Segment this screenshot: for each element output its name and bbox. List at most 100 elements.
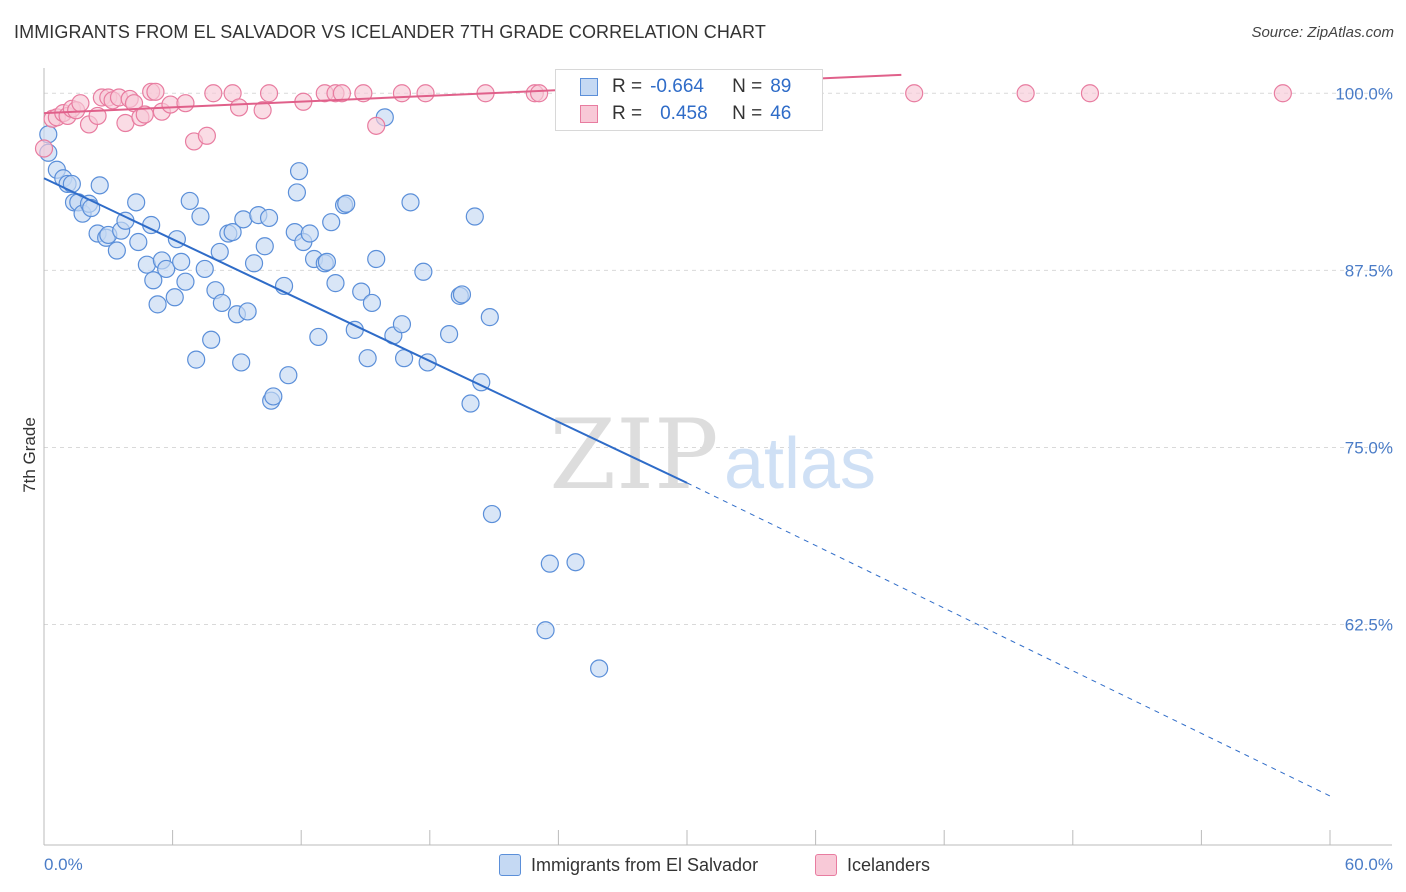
legend-row-el-salvador: R = -0.664 N = 89	[580, 74, 791, 100]
point-el-salvador	[300, 224, 319, 243]
point-icelander	[161, 95, 180, 114]
point-el-salvador	[540, 554, 559, 573]
point-el-salvador	[414, 262, 433, 281]
bottom-legend-icelanders: Icelanders	[815, 852, 930, 878]
legend-n-label: N =	[732, 76, 763, 97]
legend-r-label: R =	[612, 103, 643, 124]
point-el-salvador	[317, 252, 337, 271]
point-el-salvador	[223, 223, 242, 242]
point-el-salvador	[195, 259, 214, 279]
watermark: ZIP atlas	[549, 399, 876, 511]
point-el-salvador	[62, 174, 81, 194]
point-el-salvador	[392, 315, 412, 334]
y-tick-label: 100.0%	[1335, 84, 1393, 103]
point-el-salvador	[590, 659, 609, 678]
point-el-salvador	[287, 183, 307, 202]
legend-swatch-blue	[580, 78, 598, 96]
x-tick-label-max: 60.0%	[1345, 855, 1393, 874]
point-el-salvador	[439, 325, 459, 344]
correlation-legend: R = -0.664 N = 89 R = 0.458 N = 46	[555, 69, 823, 131]
bottom-legend-swatch-pink	[815, 854, 837, 876]
point-icelander	[253, 101, 272, 120]
point-el-salvador	[165, 288, 184, 307]
legend-r-label: R =	[612, 76, 643, 97]
point-icelander	[71, 94, 90, 113]
point-el-salvador	[362, 293, 382, 313]
bottom-legend-label: Icelanders	[847, 854, 931, 875]
point-el-salvador	[482, 504, 502, 524]
point-el-salvador	[127, 193, 146, 212]
point-icelander	[197, 126, 216, 145]
legend-r-value: -0.664	[650, 76, 704, 97]
y-tick-label: 62.5%	[1345, 616, 1393, 635]
point-el-salvador	[279, 366, 298, 385]
point-el-salvador	[144, 271, 163, 290]
point-el-salvador	[322, 213, 341, 232]
point-el-salvador	[358, 349, 377, 368]
watermark-zip: ZIP	[549, 399, 718, 511]
bottom-legend-swatch-blue	[499, 854, 521, 876]
point-icelander	[259, 84, 279, 103]
data-points	[34, 82, 1292, 678]
bottom-legend-el-salvador: Immigrants from El Salvador	[499, 852, 758, 878]
legend-r-value: 0.458	[660, 103, 708, 124]
point-el-salvador	[461, 394, 480, 413]
point-el-salvador	[264, 387, 283, 406]
point-icelander	[905, 84, 924, 103]
point-el-salvador	[255, 237, 274, 256]
point-el-salvador	[180, 191, 199, 211]
point-el-salvador	[157, 259, 176, 279]
point-el-salvador	[107, 241, 126, 260]
point-el-salvador	[289, 162, 309, 181]
point-el-salvador	[566, 553, 585, 572]
point-icelander	[1080, 84, 1100, 103]
legend-n-value: 46	[770, 103, 792, 124]
bottom-legend-label: Immigrants from El Salvador	[531, 854, 759, 875]
point-el-salvador	[259, 208, 279, 228]
point-icelander	[204, 84, 223, 103]
point-el-salvador	[367, 249, 386, 269]
point-el-salvador	[176, 272, 195, 291]
point-icelander	[416, 84, 435, 103]
point-el-salvador	[137, 255, 156, 274]
point-el-salvador	[212, 293, 231, 313]
point-icelander	[530, 84, 549, 103]
x-tick-label-min: 0.0%	[44, 855, 83, 874]
point-icelander	[1273, 84, 1292, 103]
point-el-salvador	[352, 282, 371, 301]
point-icelander	[367, 116, 386, 135]
point-el-salvador	[536, 621, 555, 640]
point-el-salvador	[187, 350, 206, 369]
y-tick-label: 87.5%	[1345, 261, 1393, 280]
axes	[43, 68, 1392, 846]
point-el-salvador	[234, 210, 253, 229]
point-el-salvador	[452, 285, 472, 304]
chart-title: IMMIGRANTS FROM EL SALVADOR VS ICELANDER…	[14, 22, 766, 42]
tick-labels: 100.0% 87.5% 75.0% 62.5% 0.0% 60.0%	[44, 84, 1393, 874]
source-label: Source: ZipAtlas.com	[1251, 24, 1394, 41]
legend-n-label: N =	[732, 103, 763, 124]
point-el-salvador	[232, 353, 251, 372]
point-icelander	[229, 98, 249, 117]
point-el-salvador	[238, 302, 257, 321]
point-el-salvador	[172, 252, 191, 271]
legend-swatch-pink	[580, 105, 598, 123]
point-el-salvador	[148, 295, 167, 314]
point-icelander	[1016, 84, 1035, 103]
point-icelander	[34, 139, 54, 158]
point-el-salvador	[326, 274, 345, 293]
point-el-salvador	[191, 207, 210, 226]
point-el-salvador	[82, 198, 101, 218]
point-el-salvador	[337, 194, 356, 213]
y-tick-label: 75.0%	[1345, 438, 1393, 457]
point-icelander	[146, 82, 165, 101]
point-icelander	[176, 94, 195, 113]
trend-line-el-salvador-extension	[686, 482, 1331, 797]
point-el-salvador	[345, 320, 364, 339]
point-icelander	[354, 84, 373, 103]
point-icelander	[392, 84, 412, 103]
point-el-salvador	[129, 232, 148, 252]
point-el-salvador	[309, 327, 328, 347]
point-el-salvador	[202, 330, 221, 349]
